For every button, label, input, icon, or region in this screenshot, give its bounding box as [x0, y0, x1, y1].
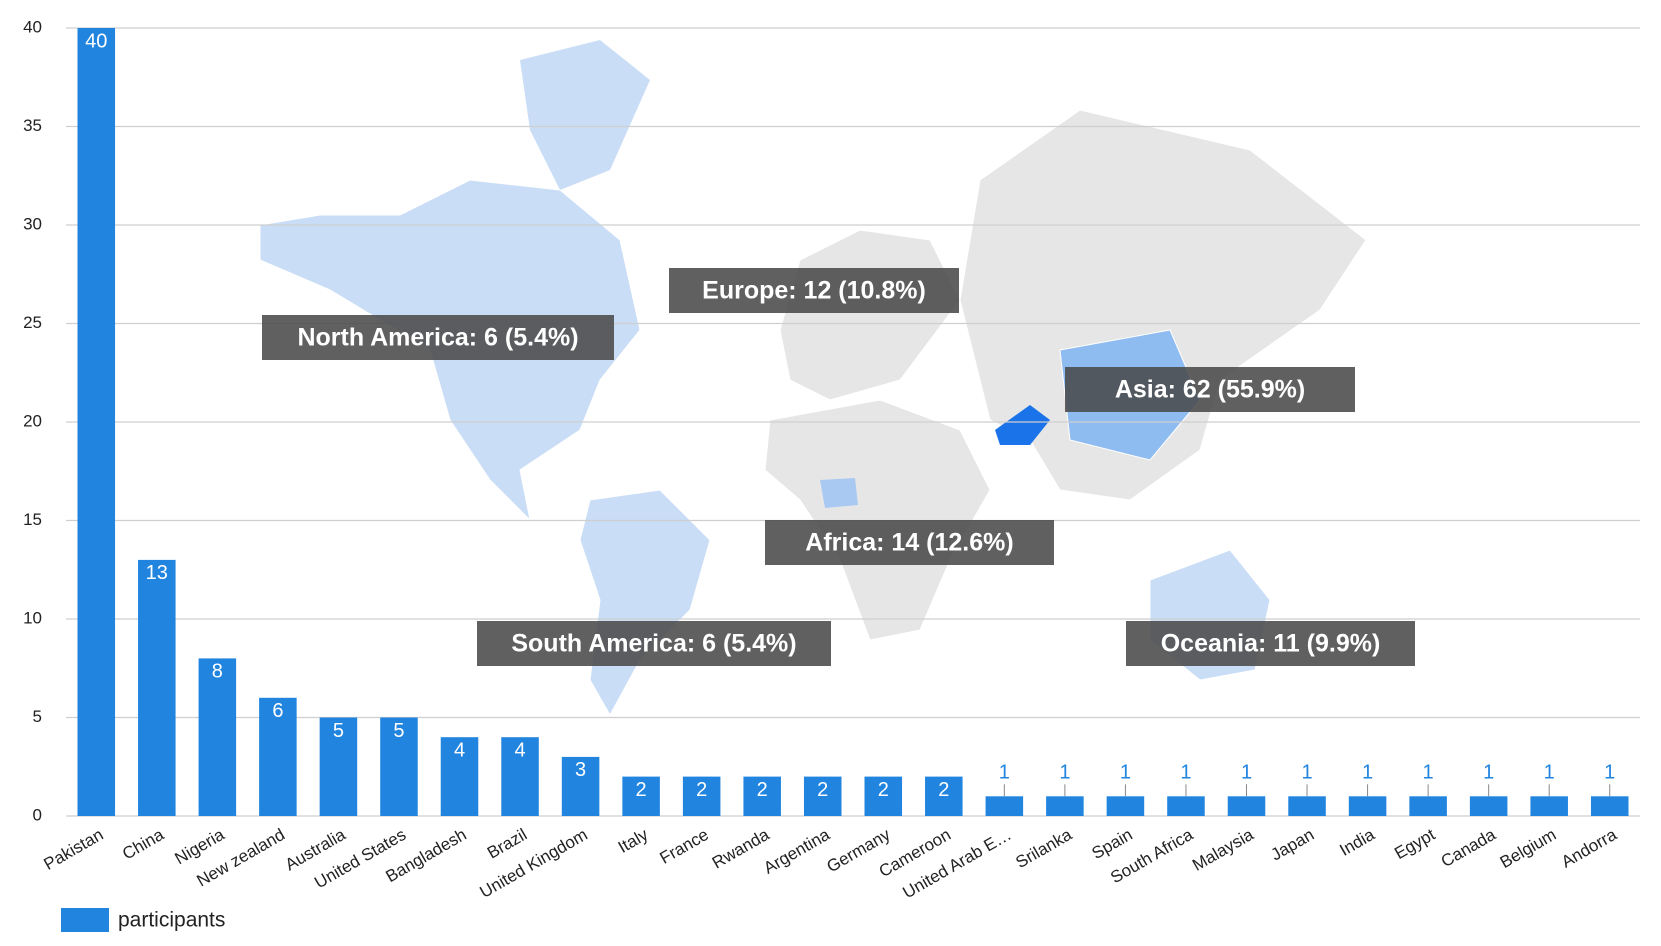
- value-label: 2: [817, 779, 828, 801]
- bar: [1590, 796, 1629, 816]
- value-label: 1: [1362, 762, 1373, 784]
- bar: [319, 717, 358, 816]
- bar: [138, 559, 176, 816]
- x-tick-label: Belgium: [1497, 825, 1560, 872]
- bar: [501, 737, 539, 816]
- bar: [1106, 796, 1145, 816]
- value-label: 1: [1059, 762, 1070, 784]
- bar: [1469, 796, 1508, 816]
- value-label: 40: [85, 30, 107, 52]
- annotation: Africa: 14 (12.6%): [805, 529, 1013, 557]
- x-tick-label: United Kingdom: [477, 825, 591, 902]
- value-label: 2: [938, 779, 949, 801]
- x-tick-label: Italy: [615, 825, 652, 857]
- bar: [743, 776, 781, 816]
- annotation-box: [765, 520, 1054, 565]
- y-tick-label: 35: [23, 116, 42, 135]
- bar: [198, 658, 237, 816]
- bar: [1409, 796, 1447, 816]
- y-tick-label: 20: [23, 411, 42, 430]
- bar: [682, 776, 721, 816]
- x-tick-label: Pakistan: [41, 825, 107, 874]
- value-label: 1: [999, 762, 1010, 784]
- bar: [985, 796, 1024, 816]
- annotation-box: [477, 621, 831, 666]
- value-label: 2: [696, 779, 707, 801]
- y-tick-label: 25: [23, 313, 42, 332]
- annotations: Europe: 12 (10.8%) North America: 6 (5.4%…: [262, 268, 1415, 666]
- annotation: Asia: 62 (55.9%): [1115, 376, 1305, 404]
- bar: [77, 28, 116, 816]
- x-tick-label: Andorra: [1558, 825, 1620, 872]
- bar: [1046, 796, 1084, 816]
- bar: [803, 776, 842, 816]
- value-label: 6: [272, 700, 283, 722]
- bar: [1288, 796, 1326, 816]
- x-tick-label: India: [1336, 825, 1378, 860]
- value-label: 2: [757, 779, 768, 801]
- value-label: 1: [1483, 762, 1494, 784]
- y-tick-label: 0: [33, 805, 42, 824]
- annotation: South America: 6 (5.4%): [511, 630, 796, 658]
- annotation-box: [1126, 621, 1415, 666]
- bar: [1348, 796, 1387, 816]
- bar: [1227, 796, 1266, 816]
- annotation-box: [262, 315, 614, 360]
- x-tick-label: Egypt: [1391, 825, 1438, 863]
- bar: [380, 717, 418, 816]
- y-tick-label: 15: [23, 510, 42, 529]
- value-label: 3: [575, 759, 586, 781]
- value-label: 8: [212, 661, 223, 683]
- bar: [440, 737, 479, 816]
- x-tick-label: China: [119, 825, 167, 864]
- y-tick-label: 40: [23, 17, 42, 36]
- bar: [622, 776, 660, 816]
- bar: [259, 697, 297, 816]
- legend-label: participants: [118, 909, 225, 932]
- bar: [925, 776, 963, 816]
- bar: [1167, 796, 1205, 816]
- bar: [1530, 796, 1568, 816]
- bar: [864, 776, 903, 816]
- value-label: 1: [1544, 762, 1555, 784]
- x-tick-label: Canada: [1438, 825, 1500, 872]
- x-tick-label: Brazil: [484, 825, 530, 863]
- value-label: 1: [1423, 762, 1434, 784]
- annotation: Europe: 12 (10.8%): [702, 277, 926, 305]
- y-tick-label: 30: [23, 214, 42, 233]
- value-label: 1: [1180, 762, 1191, 784]
- annotation: Oceania: 11 (9.9%): [1161, 630, 1381, 658]
- legend-swatch: [61, 908, 109, 932]
- x-tick-label: Malaysia: [1189, 825, 1257, 875]
- value-label: 1: [1241, 762, 1252, 784]
- value-label: 13: [146, 562, 168, 584]
- x-tick-label: Argentina: [760, 825, 833, 878]
- value-label: 2: [878, 779, 889, 801]
- y-tick-label: 10: [23, 608, 42, 627]
- value-label: 4: [514, 739, 525, 761]
- annotation-box: [1065, 367, 1355, 412]
- value-label: 2: [636, 779, 647, 801]
- value-label: 4: [454, 739, 465, 761]
- value-label: 1: [1120, 762, 1131, 784]
- x-tick-label: United Arab E…: [900, 825, 1015, 902]
- value-label: 1: [1604, 762, 1615, 784]
- x-tick-label: Japan: [1268, 825, 1318, 865]
- y-tick-label: 5: [33, 707, 42, 726]
- value-label: 1: [1301, 762, 1312, 784]
- bar: [561, 756, 600, 816]
- x-tick-label: Srilanka: [1012, 825, 1075, 872]
- value-label: 5: [393, 720, 404, 742]
- annotation: North America: 6 (5.4%): [297, 324, 578, 352]
- annotation-box: [669, 268, 959, 313]
- x-tick-label: France: [657, 825, 712, 868]
- value-label: 5: [333, 720, 344, 742]
